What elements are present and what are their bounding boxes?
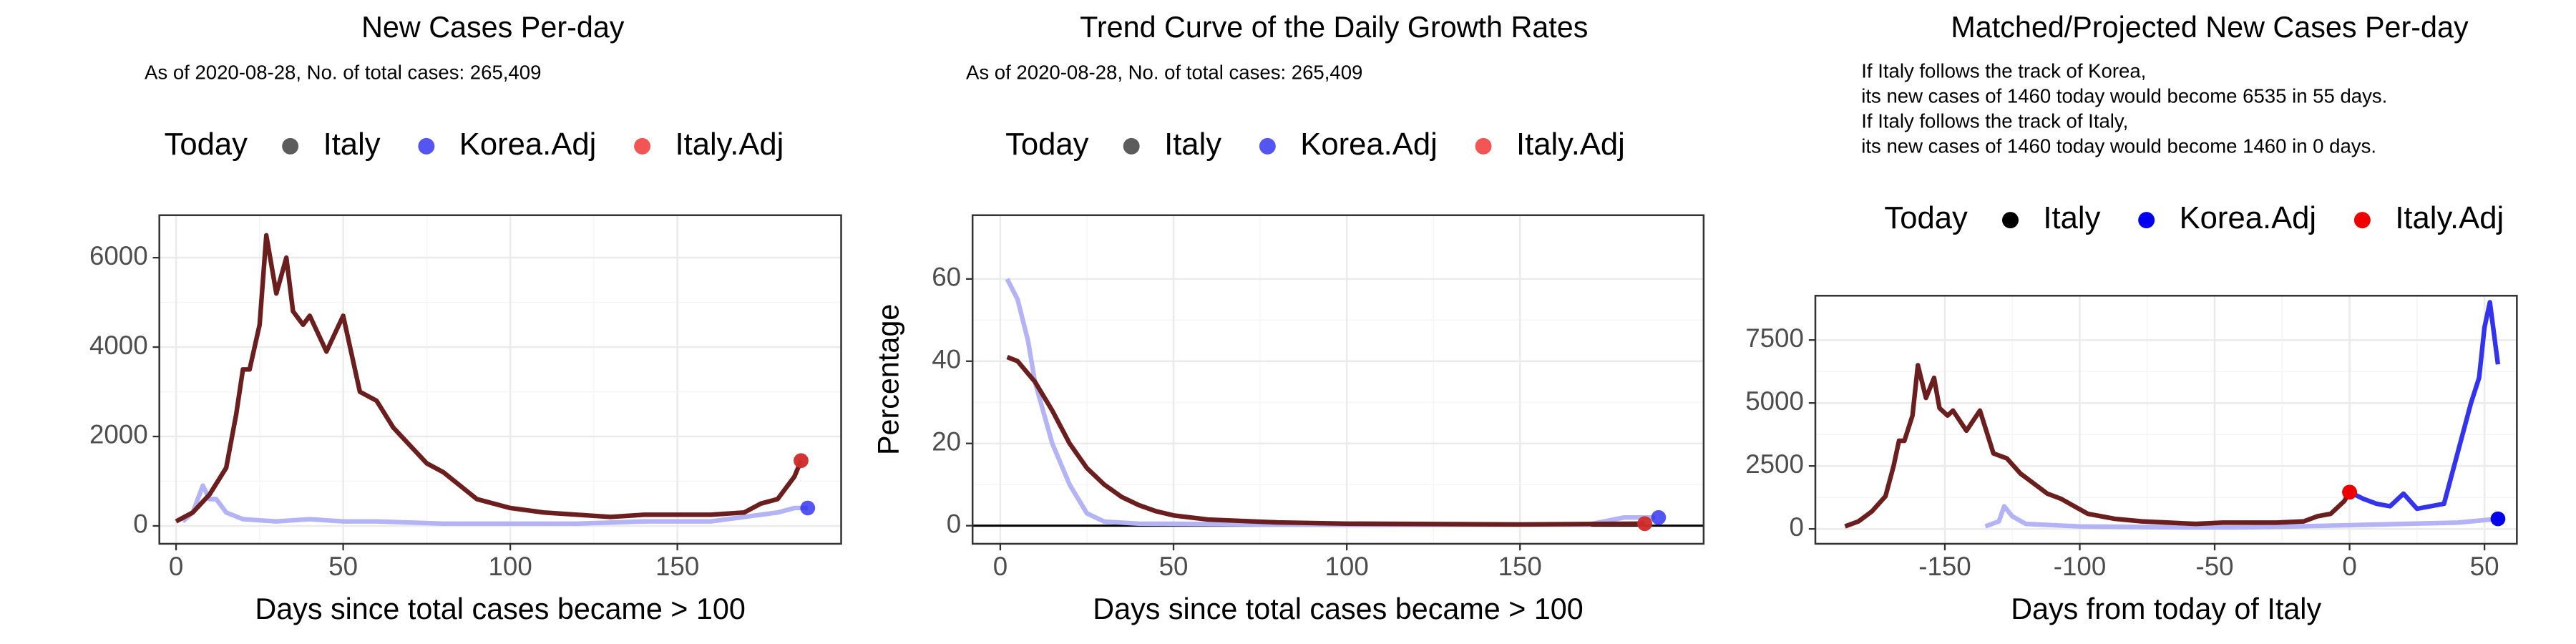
- x-tick-label: 100: [1324, 552, 1368, 581]
- chart-title: Trend Curve of the Daily Growth Rates: [1080, 11, 1588, 44]
- legend-title: Today: [165, 127, 248, 162]
- legend-swatch: [2353, 212, 2371, 229]
- today-point: [2342, 484, 2357, 500]
- x-tick-label: 50: [1159, 552, 1189, 581]
- y-tick-label: 6000: [89, 241, 148, 270]
- chart-title: Matched/Projected New Cases Per-day: [1951, 11, 2469, 44]
- y-tick-label: 0: [133, 509, 147, 539]
- legend-swatch: [418, 137, 435, 155]
- legend-title: Today: [1884, 201, 1968, 235]
- series-line: [181, 483, 808, 527]
- x-tick-label: 150: [655, 552, 699, 581]
- legend-swatch: [2138, 212, 2155, 229]
- x-tick-label: 100: [488, 552, 532, 581]
- y-tick-label: 2000: [89, 420, 148, 449]
- subtitle: its new cases of 1460 today would become…: [1861, 135, 2376, 157]
- panel-background: [972, 215, 1704, 544]
- y-tick-label: 0: [1789, 512, 1803, 542]
- y-tick-label: 5000: [1745, 386, 1804, 416]
- series-line: [175, 233, 804, 524]
- y-tick-label: 40: [932, 344, 961, 374]
- legend-label: Italy.Adj: [675, 127, 784, 162]
- x-tick-label: 0: [169, 552, 183, 581]
- chart-title: New Cases Per-day: [361, 11, 625, 44]
- legend-swatch: [282, 137, 299, 155]
- series-line: [1984, 504, 2499, 530]
- legend-label: Korea.Adj: [2180, 201, 2317, 235]
- x-tick-label: 50: [2470, 552, 2499, 581]
- legend-swatch: [634, 137, 651, 155]
- legend-swatch: [2002, 212, 2019, 229]
- today-point: [1651, 509, 1667, 525]
- x-axis-title: Days since total cases became > 100: [255, 592, 745, 625]
- today-point: [2490, 511, 2506, 527]
- x-tick-label: -150: [1918, 552, 1971, 581]
- panel-background: [159, 215, 841, 544]
- x-tick-label: 50: [328, 552, 358, 581]
- panel-border: [158, 214, 842, 545]
- legend-label: Italy: [323, 127, 381, 162]
- today-point: [794, 453, 809, 469]
- legend-title: Today: [1005, 127, 1089, 162]
- x-tick-label: -50: [2196, 552, 2234, 581]
- y-tick-label: 0: [947, 509, 961, 538]
- subtitle: If Italy follows the track of Italy,: [1861, 110, 2128, 132]
- series-line: [1006, 355, 1645, 527]
- y-tick-label: 20: [932, 426, 961, 456]
- legend-label: Korea.Adj: [459, 127, 597, 162]
- y-tick-label: 2500: [1745, 449, 1804, 479]
- legend-label: Korea.Adj: [1300, 127, 1438, 162]
- legend-swatch: [1475, 137, 1492, 155]
- subtitle: As of 2020-08-28, No. of total cases: 26…: [966, 62, 1362, 84]
- legend-swatch: [1259, 137, 1276, 155]
- subtitle: its new cases of 1460 today would become…: [1861, 84, 2387, 107]
- today-point: [1637, 516, 1652, 532]
- legend-label: Italy: [1164, 127, 1221, 162]
- legend-label: Italy.Adj: [1516, 127, 1625, 162]
- series-line: [2348, 300, 2501, 512]
- x-axis-title: Days since total cases became > 100: [1093, 592, 1583, 625]
- today-point: [800, 500, 816, 516]
- subtitle: As of 2020-08-28, No. of total cases: 26…: [145, 62, 541, 84]
- subtitle: If Italy follows the track of Korea,: [1861, 59, 2146, 82]
- x-axis-title: Days from today of Italy: [2011, 592, 2321, 625]
- y-axis-title: Percentage: [872, 304, 904, 455]
- legend-label: Italy: [2043, 201, 2100, 235]
- x-tick-label: 150: [1498, 552, 1542, 581]
- panel-border: [971, 214, 1705, 545]
- legend-label: Italy.Adj: [2395, 201, 2504, 235]
- legend-swatch: [1123, 137, 1140, 155]
- y-tick-label: 7500: [1745, 323, 1804, 353]
- panel-border: [1814, 295, 2518, 545]
- x-tick-label: 0: [993, 552, 1008, 581]
- y-tick-label: 60: [932, 263, 961, 292]
- x-tick-label: 0: [2342, 552, 2356, 581]
- y-tick-label: 4000: [89, 331, 148, 360]
- x-tick-label: -100: [2054, 552, 2107, 581]
- series-line: [1844, 363, 2352, 529]
- panel-background: [1815, 296, 2517, 544]
